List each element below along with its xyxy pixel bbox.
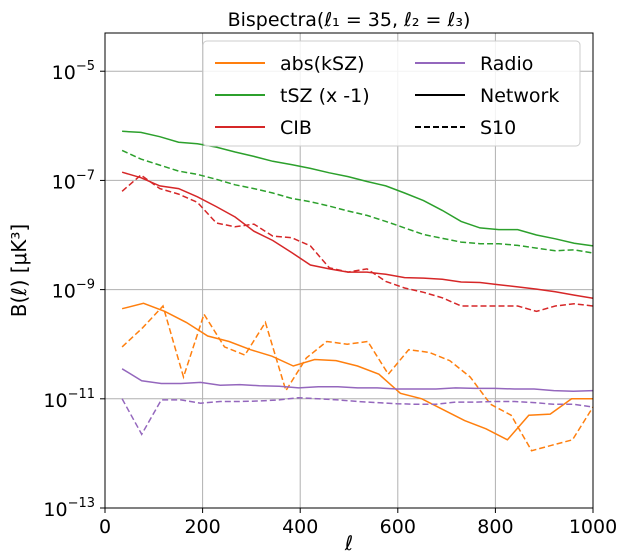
legend-label: S10: [480, 117, 516, 139]
y-tick-label: 10−5: [52, 59, 95, 84]
y-tick-label: 10−9: [52, 278, 95, 303]
y-tick-label: 10−7: [52, 168, 95, 193]
series-line-cib-s10: [121, 174, 594, 313]
x-tick-label: 0: [99, 516, 111, 538]
x-tick-label: 600: [380, 516, 416, 538]
series-line-cib-network: [121, 171, 594, 300]
series-line-tsz-network: [122, 130, 594, 247]
y-tick-label: 10−13: [43, 496, 95, 521]
x-tick-label: 200: [184, 516, 220, 538]
legend: abs(kSZ) tSZ (x -1) CIB Radio Network S10: [202, 40, 581, 147]
legend-box: [202, 40, 581, 147]
y-tick-label: 10−11: [43, 387, 95, 412]
legend-label: Radio: [480, 53, 533, 75]
chart-title: Bispectra(ℓ₁ = 35, ℓ₂ = ℓ₃): [228, 9, 471, 31]
series-line-ksz-network: [121, 302, 593, 441]
legend-label: CIB: [280, 117, 312, 139]
plot-frame: [104, 32, 594, 509]
series-layer: [121, 130, 594, 452]
x-tick-label: 1000: [569, 516, 617, 538]
series-line-ksz-s10: [121, 304, 594, 452]
legend-label: Network: [480, 85, 559, 107]
x-tick-label: 800: [477, 516, 513, 538]
series-line-radio-s10: [121, 396, 594, 436]
series-line-tsz-s10: [121, 149, 594, 254]
series-line-radio-network: [121, 368, 594, 392]
x-axis-label: ℓ: [344, 531, 353, 554]
legend-label: tSZ (x -1): [280, 85, 370, 107]
legend-label: abs(kSZ): [280, 53, 365, 75]
y-axis-label: B(ℓ) [μK³]: [7, 224, 31, 317]
x-tick-label: 400: [282, 516, 318, 538]
y-axis-ticks: 10−13 10−11 10−9 10−7 10−5: [43, 59, 105, 521]
x-axis-ticks: 0 200 400 600 800 1000: [99, 508, 617, 538]
